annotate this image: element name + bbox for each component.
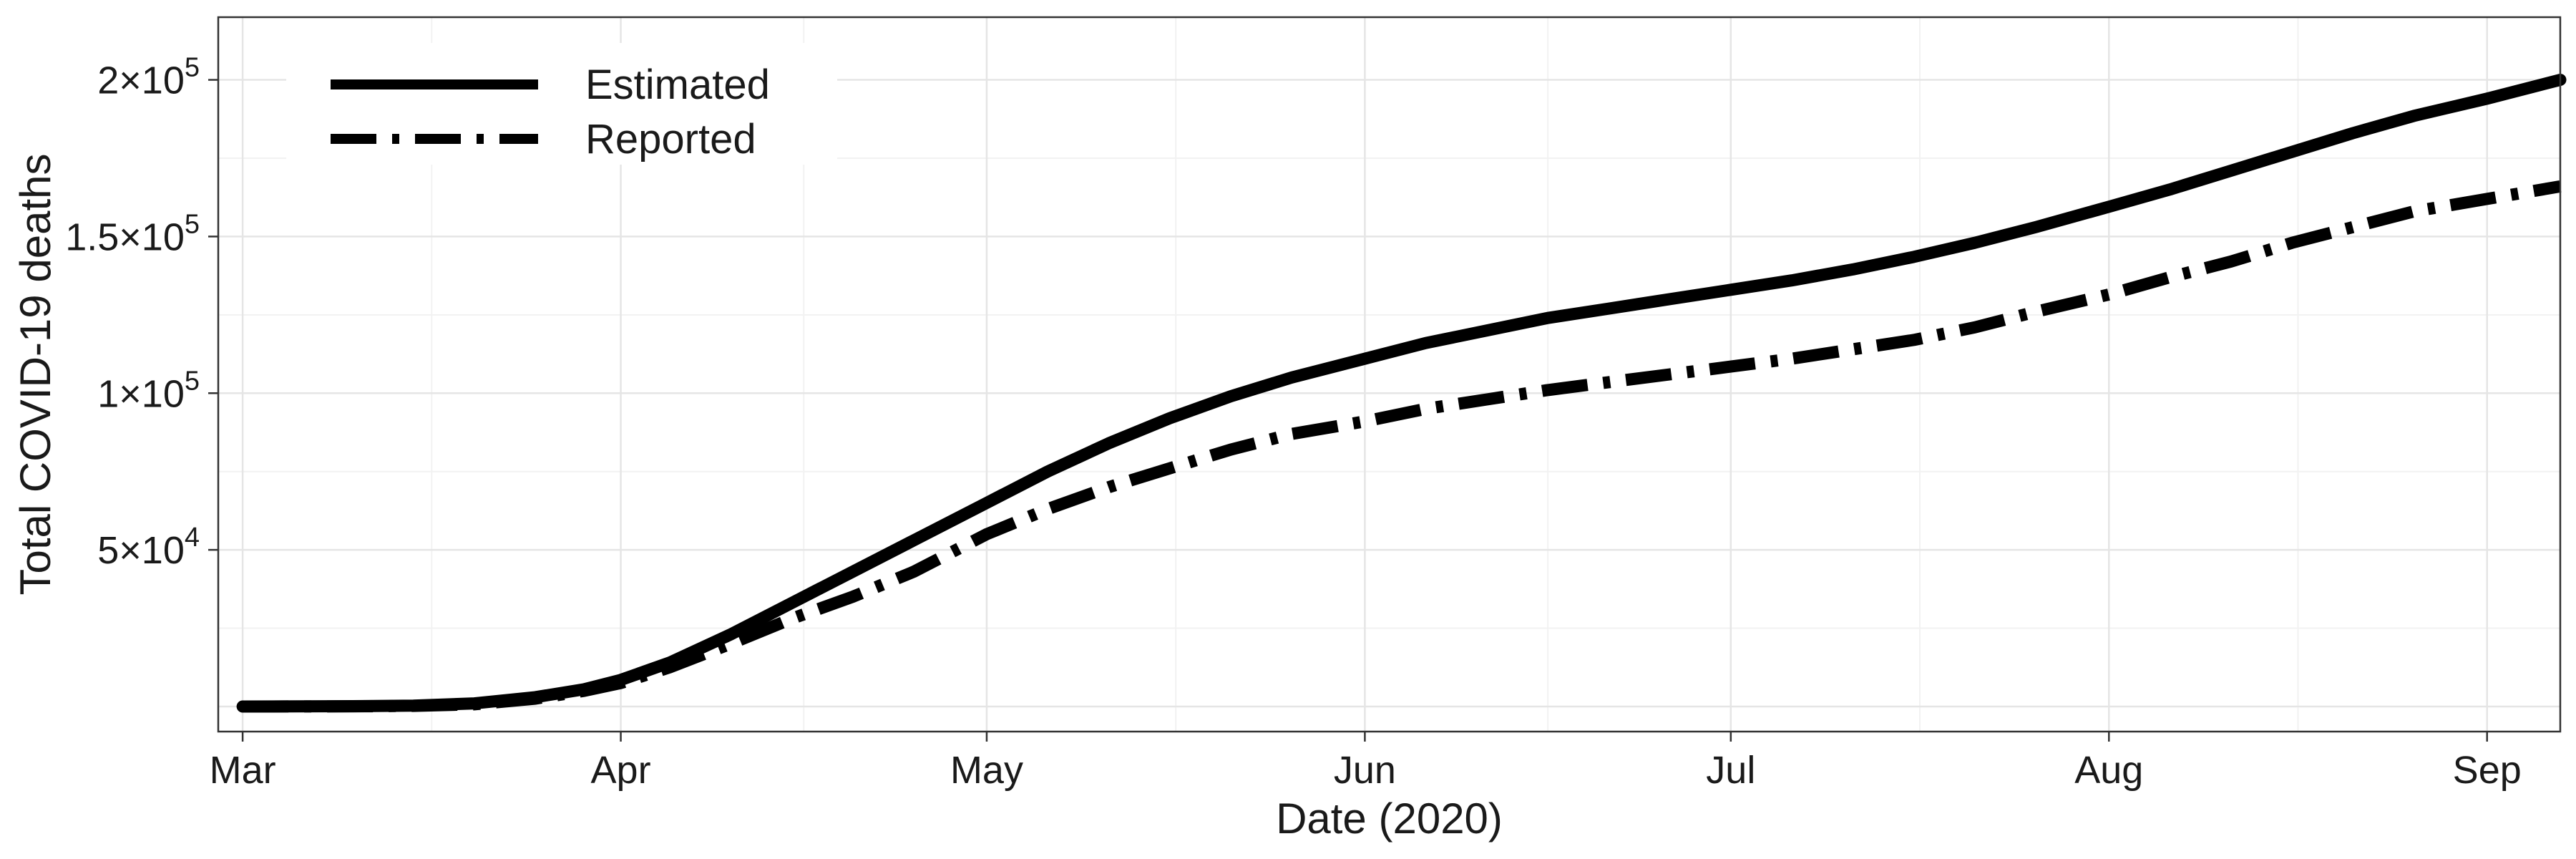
y-tick-label: 1×105 xyxy=(97,366,200,415)
x-tick-label: Sep xyxy=(2453,749,2522,792)
legend-background xyxy=(286,43,837,165)
legend-label-reported: Reported xyxy=(585,116,756,162)
y-axis-title: Total COVID-19 deaths xyxy=(11,154,59,596)
y-tick-label: 5×104 xyxy=(97,523,200,572)
x-tick-label: Mar xyxy=(210,749,276,792)
series-line-estimated xyxy=(236,74,2567,713)
x-tick-label: Apr xyxy=(591,749,651,792)
plot-panel-border xyxy=(217,16,2562,733)
x-tick-label: Aug xyxy=(2074,749,2143,792)
y-tick-label: 1.5×105 xyxy=(65,209,200,258)
y-axis: 5×104 1×105 1.5×105 2×105 xyxy=(65,53,218,572)
x-tick-label: Jul xyxy=(1706,749,1755,792)
legend-label-estimated: Estimated xyxy=(585,62,770,108)
series-group xyxy=(236,74,2567,713)
y-tick-label: 2×105 xyxy=(97,53,200,102)
x-axis: Mar Apr May Jun Jul Aug Sep xyxy=(210,732,2522,792)
x-tick-label: Jun xyxy=(1334,749,1396,792)
x-axis-title: Date (2020) xyxy=(1276,795,1503,843)
x-tick-label: May xyxy=(950,749,1023,792)
series-line-reported xyxy=(243,180,2562,713)
legend: Estimated Reported xyxy=(286,43,837,165)
grid xyxy=(218,17,2560,732)
